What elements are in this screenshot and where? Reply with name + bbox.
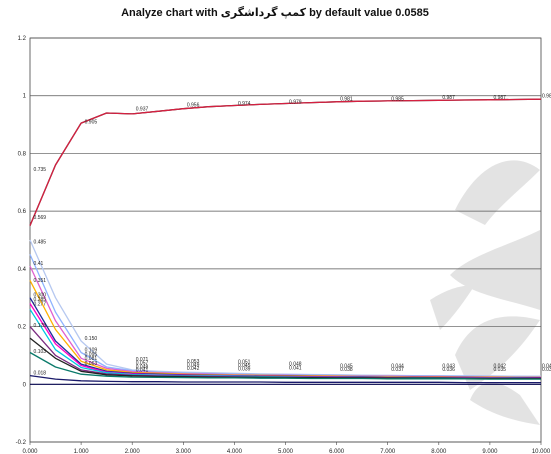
x-tick-label: 7.000 <box>380 449 396 454</box>
x-tick-label: 8.000 <box>431 449 447 454</box>
x-tick-label: 4.000 <box>227 449 243 454</box>
data-label: 0.041 <box>136 368 149 374</box>
data-label: 0.044 <box>391 363 404 369</box>
data-label: 0.018 <box>34 371 47 377</box>
series-line-2 <box>29 98 542 226</box>
data-label: 0.048 <box>136 364 149 370</box>
data-label: 0.956 <box>187 102 200 108</box>
data-label: 0.051 <box>238 360 251 366</box>
data-label: 0.034 <box>542 367 551 373</box>
data-label: 0.937 <box>136 107 149 113</box>
x-tick-label: 0.000 <box>22 449 38 454</box>
data-label: 0.905 <box>85 120 98 126</box>
data-label: 0.039 <box>238 367 251 373</box>
x-tick-label: 3.000 <box>176 449 192 454</box>
data-label: 0.043 <box>442 363 455 369</box>
data-label: 0.081 <box>85 356 98 362</box>
data-label: 0.485 <box>34 239 47 245</box>
y-tick-label: -0.2 <box>16 440 27 446</box>
y-tick-label: 0.6 <box>18 209 27 215</box>
data-label: 0.300 <box>34 293 47 299</box>
data-label: 0.103 <box>34 349 47 355</box>
data-label: 0.109 <box>85 348 98 354</box>
data-label: 0.981 <box>340 96 353 102</box>
data-label: 0.037 <box>391 367 404 373</box>
data-label: 0.045 <box>238 363 251 369</box>
data-label: 0.178 <box>34 323 47 329</box>
x-tick-label: 5.000 <box>278 449 294 454</box>
data-label: 0.150 <box>85 336 98 342</box>
data-label: 0.277 <box>34 301 47 307</box>
data-label: 0.071 <box>136 357 149 363</box>
data-label: 0.569 <box>34 215 47 221</box>
data-label: 0.979 <box>289 99 302 105</box>
chart-title: Analyze chart with کمپ گرداشگری by defau… <box>121 6 429 19</box>
data-label: 0.351 <box>34 278 47 284</box>
data-label: 0.036 <box>442 367 455 373</box>
series-line-12 <box>29 351 541 380</box>
data-label: 0.063 <box>85 361 98 367</box>
data-label: 0.038 <box>340 367 353 373</box>
data-label: 0.042 <box>187 366 200 372</box>
x-axis-ticks: 0.000 1.000 2.000 3.000 4.000 5.000 6.000 7.000… <box>22 442 551 454</box>
y-tick-label: 0 <box>23 382 27 388</box>
y-tick-label: 0.2 <box>18 325 27 331</box>
data-label: 0.095 <box>85 352 98 358</box>
x-tick-label: 6.000 <box>329 449 345 454</box>
x-tick-label: 10.000 <box>532 449 551 454</box>
series-layer <box>29 98 542 384</box>
x-tick-label: 9.000 <box>482 449 498 454</box>
data-label: 0.053 <box>187 359 200 365</box>
y-tick-label: 1.2 <box>18 36 27 42</box>
data-label: 0.041 <box>289 365 302 371</box>
data-label: 0.285 <box>34 297 47 303</box>
y-axis-ticks: 1.2 1 0.8 0.6 0.4 0.2 0 -0.2 <box>16 36 27 446</box>
x-tick-label: 2.000 <box>125 449 141 454</box>
data-label: 0.987 <box>493 95 506 101</box>
data-label: 0.057 <box>136 361 149 367</box>
y-tick-label: 1 <box>23 94 27 100</box>
data-label: 0.988 <box>542 94 551 100</box>
data-label: 0.035 <box>493 367 506 373</box>
series-line-13 <box>29 374 541 384</box>
data-label: 0.41 <box>34 261 44 267</box>
data-label: 0.045 <box>340 363 353 369</box>
watermark-emblem <box>430 160 540 425</box>
y-tick-label: 0.4 <box>18 267 27 273</box>
data-label: 0.049 <box>187 363 200 369</box>
grid-lines <box>30 37 541 443</box>
data-label: 0.042 <box>493 363 506 369</box>
data-label: 0.974 <box>238 101 251 107</box>
data-label: 0.041 <box>542 363 551 369</box>
data-label: 0.987 <box>442 95 455 101</box>
data-label: 0.985 <box>391 96 404 102</box>
data-label: 0.735 <box>34 167 47 173</box>
y-tick-label: 0.8 <box>18 151 27 157</box>
data-label: 0.048 <box>289 361 302 367</box>
x-tick-label: 1.000 <box>74 449 90 454</box>
